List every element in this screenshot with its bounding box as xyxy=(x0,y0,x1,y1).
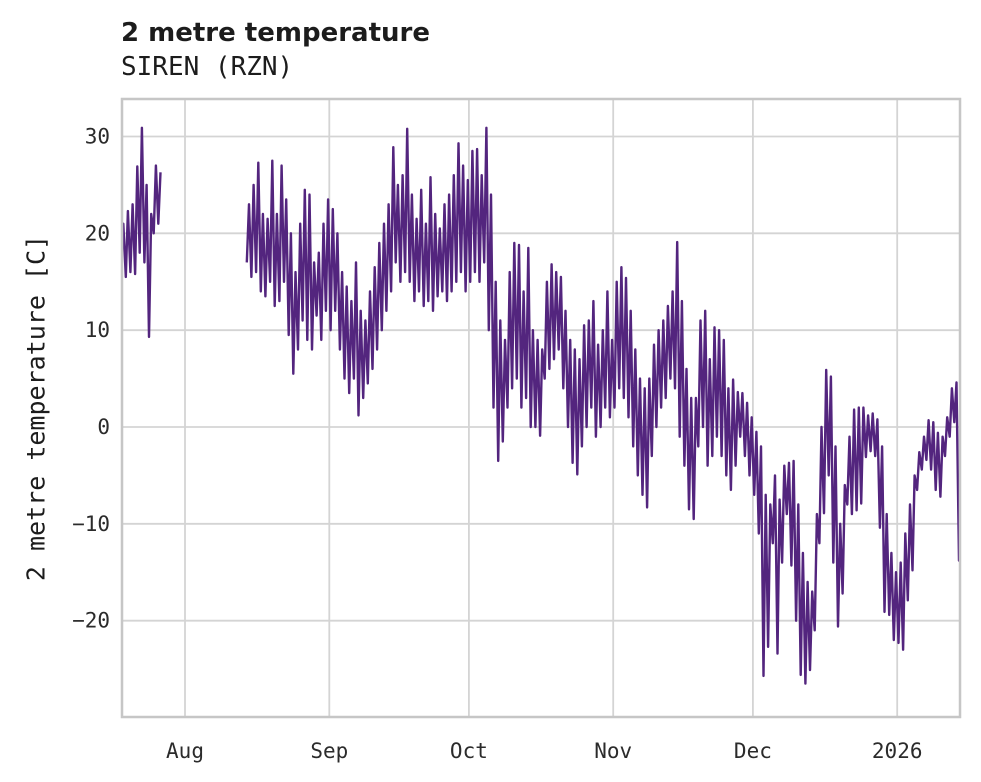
x-tick-label: Aug xyxy=(166,739,204,763)
y-tick-label: 10 xyxy=(85,318,110,342)
x-tick-label: Oct xyxy=(450,739,488,763)
y-tick-label: 20 xyxy=(85,221,110,245)
y-tick-label: 0 xyxy=(97,415,110,439)
chart-title: 2 metre temperature xyxy=(121,18,430,48)
x-tick-label: Dec xyxy=(734,739,772,763)
y-tick-label: −10 xyxy=(72,512,110,536)
y-tick-label: −20 xyxy=(72,609,110,633)
temperature-series-line xyxy=(122,126,960,685)
plot-border xyxy=(120,97,962,719)
y-tick-label: 30 xyxy=(85,125,110,149)
x-tick-label: 2026 xyxy=(872,739,923,763)
x-tick-label: Sep xyxy=(310,739,348,763)
chart-subtitle: SIREN (RZN) xyxy=(121,52,294,82)
x-tick-label: Nov xyxy=(594,739,632,763)
